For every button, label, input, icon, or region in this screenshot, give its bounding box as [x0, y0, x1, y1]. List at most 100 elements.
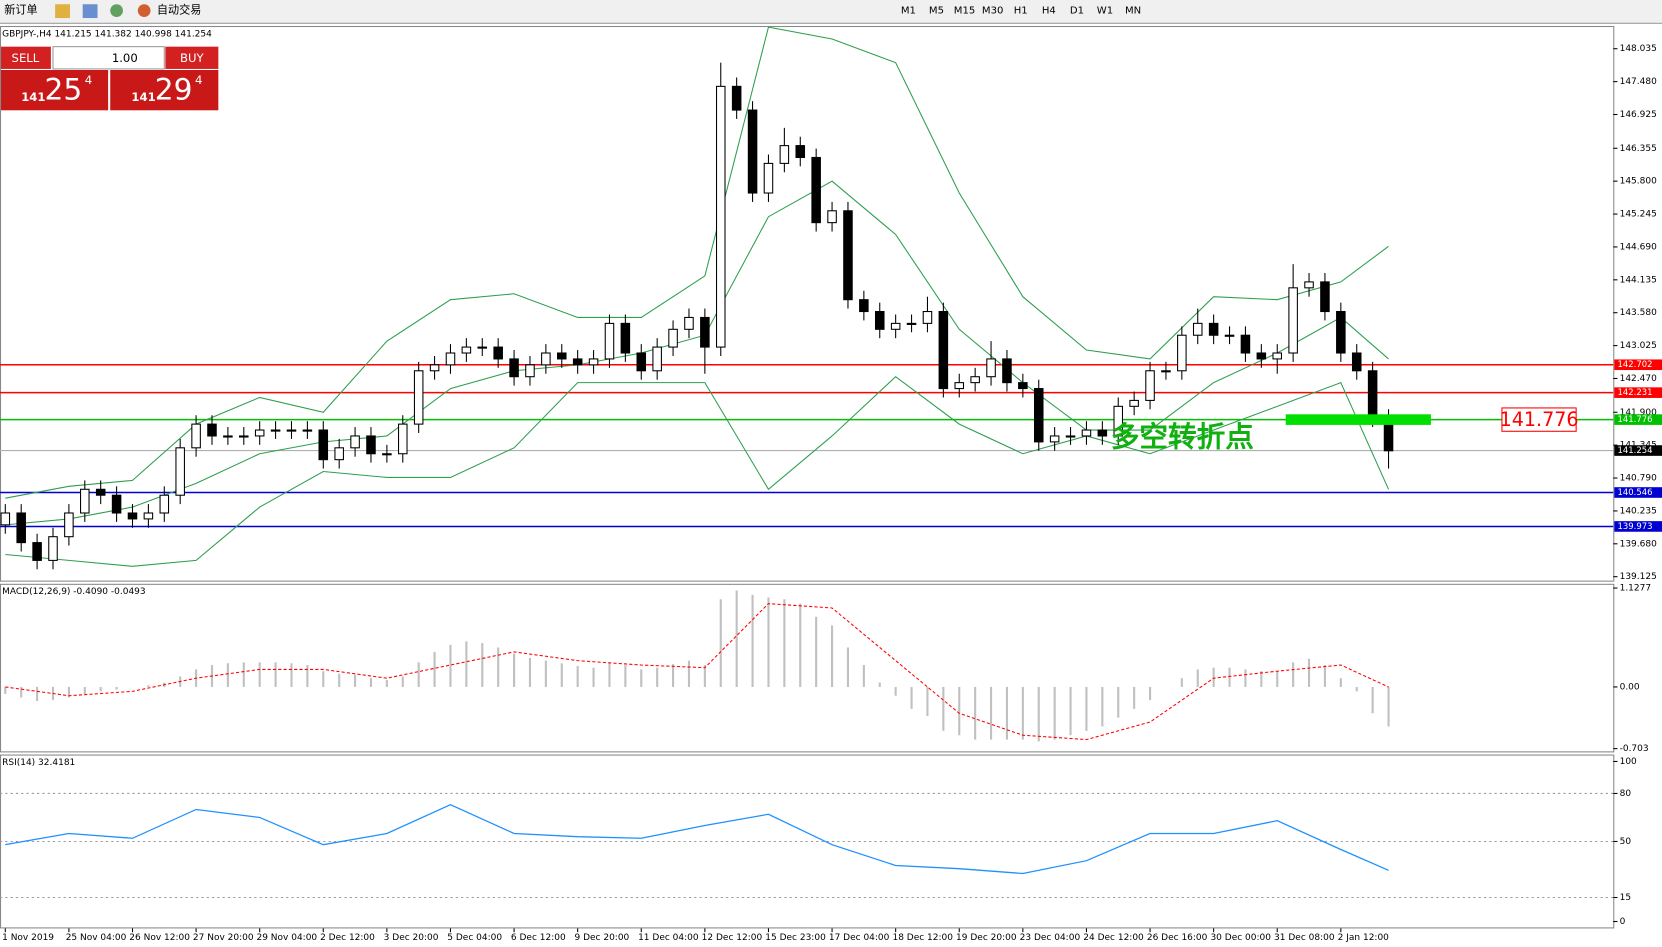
candle-body — [1272, 352, 1283, 360]
candle-body — [64, 512, 74, 538]
x-tick-label: 31 Dec 08:00 — [1274, 933, 1335, 943]
candle-body — [970, 376, 980, 384]
timeframe-button[interactable]: M5 — [929, 6, 944, 17]
candle-body — [811, 156, 821, 224]
candle-body — [382, 453, 392, 456]
sell-button[interactable] — [0, 46, 51, 69]
candle-body — [366, 435, 376, 455]
y-tick-label: 80 — [1620, 789, 1632, 799]
candle-body — [1097, 429, 1108, 437]
y-tick-label: 141.900 — [1620, 408, 1657, 418]
y-tick-label: 143.025 — [1620, 341, 1657, 351]
x-tick-label: 29 Nov 04:00 — [257, 933, 318, 943]
ask-frac: 4 — [195, 73, 202, 87]
candle-body — [1065, 435, 1076, 438]
candle-body — [938, 310, 949, 390]
candle-body — [477, 346, 488, 349]
price-line-label: 141.776 — [1617, 414, 1652, 424]
volume-box[interactable] — [52, 46, 165, 70]
candle-body — [1177, 334, 1187, 372]
candle-body — [1304, 281, 1314, 289]
y-tick-label: 147.480 — [1620, 77, 1657, 87]
panel-title: RSI(14) 32.4181 — [2, 758, 75, 768]
price-line-tag — [1614, 521, 1662, 532]
buy-button[interactable] — [165, 46, 219, 69]
price-line-label: 139.973 — [1617, 521, 1652, 531]
candle-body — [843, 210, 853, 301]
candle-body — [1081, 429, 1092, 437]
candle-body — [668, 328, 678, 348]
timeframe-button[interactable]: M30 — [982, 6, 1003, 17]
candle-body — [636, 352, 647, 372]
timeframe-button[interactable]: MN — [1125, 6, 1141, 17]
y-tick-label: 142.470 — [1620, 374, 1657, 384]
candle-body — [715, 85, 726, 348]
candle-body — [700, 316, 710, 348]
frame — [0, 27, 1662, 947]
y-tick-label: 145.245 — [1620, 210, 1657, 220]
y-tick-label: 144.135 — [1620, 275, 1657, 285]
x-tick-label: 25 Nov 04:00 — [66, 933, 127, 943]
panel-title: MACD(12,26,9) -0.4090 -0.0493 — [2, 587, 146, 597]
candle-body — [270, 429, 281, 432]
candle-body — [827, 210, 837, 224]
candle-body — [191, 423, 201, 449]
price-line-label: 142.702 — [1617, 359, 1652, 369]
candle-body — [239, 435, 249, 438]
panel-border — [0, 583, 1615, 753]
icon[interactable] — [110, 4, 123, 17]
candle-body — [1288, 287, 1298, 354]
volume[interactable]: 1.00 — [112, 51, 138, 65]
bid-box[interactable] — [0, 69, 109, 111]
candle-body — [986, 358, 996, 378]
x-tick-label: 5 Dec 04:00 — [447, 933, 502, 943]
annotation: 多空转折点 — [1111, 420, 1254, 454]
icon[interactable] — [82, 4, 98, 19]
candle-body — [588, 358, 599, 366]
candle-body — [525, 364, 535, 378]
y-tick-label: 139.680 — [1620, 539, 1657, 549]
ask-box[interactable] — [110, 69, 219, 111]
icon[interactable] — [55, 4, 70, 19]
timeframe-button[interactable]: M1 — [901, 6, 916, 17]
x-tick-label: 1 Nov 2019 — [2, 933, 54, 943]
y-tick-label: 0.00 — [1620, 682, 1640, 692]
buy-label[interactable]: BUY — [180, 51, 205, 65]
x-tick-label: 23 Dec 04:00 — [1020, 933, 1081, 943]
panel-border — [0, 25, 1615, 582]
candle-body — [731, 85, 742, 111]
x-tick-label: 26 Dec 16:00 — [1147, 933, 1208, 943]
timeframe-button[interactable]: M15 — [954, 6, 975, 17]
candle-body — [95, 488, 106, 496]
candle-body — [684, 316, 694, 330]
y-tick-label: 145.800 — [1620, 177, 1657, 187]
candle-body — [509, 358, 519, 378]
icon[interactable] — [137, 4, 151, 17]
candle-body — [1002, 358, 1012, 384]
bollinger-upper — [5, 26, 1389, 499]
candle-body — [127, 512, 138, 520]
y-tick-label: 50 — [1620, 837, 1632, 847]
candle-body — [111, 494, 122, 514]
timeframe-button[interactable]: D1 — [1070, 6, 1084, 17]
candle-body — [1336, 310, 1346, 354]
x-tick-label: 18 Dec 12:00 — [892, 933, 953, 943]
toolbar — [0, 0, 1662, 24]
sell-label[interactable]: SELL — [12, 51, 40, 65]
candle-body — [922, 310, 933, 324]
new-order-button[interactable]: 新订单 — [4, 3, 37, 17]
y-tick-label: 146.925 — [1620, 110, 1657, 120]
auto-trading-button[interactable]: 自动交易 — [157, 3, 202, 17]
timeframe-button[interactable]: H1 — [1014, 6, 1028, 17]
x-tick-label: 17 Dec 04:00 — [829, 933, 890, 943]
candle-body — [1129, 399, 1139, 407]
candle-body — [747, 109, 758, 194]
y-tick-label: 140.790 — [1620, 474, 1657, 484]
timeframe-button[interactable]: W1 — [1097, 6, 1113, 17]
candle-body — [1018, 382, 1028, 390]
timeframe-button[interactable]: H4 — [1042, 6, 1056, 17]
candle-body — [1208, 322, 1219, 336]
y-tick-label: 148.035 — [1620, 44, 1657, 54]
candle-body — [906, 322, 917, 325]
